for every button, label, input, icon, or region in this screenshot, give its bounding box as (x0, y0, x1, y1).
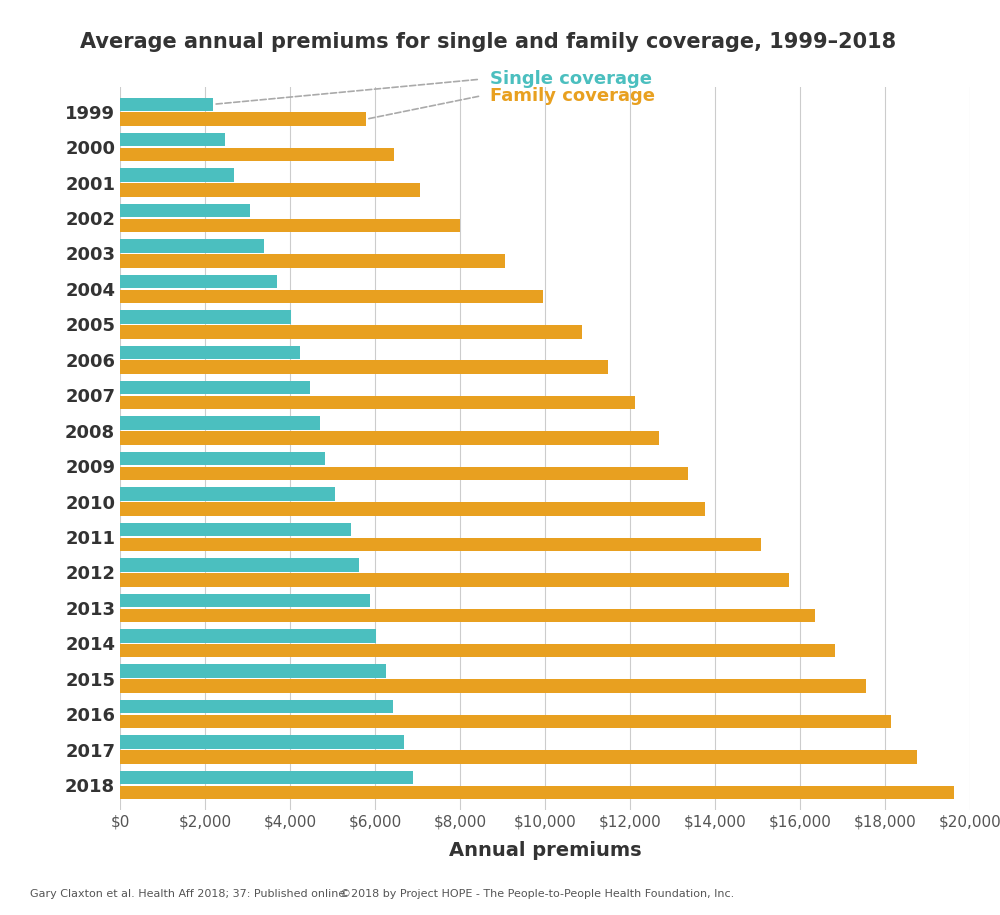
Text: Family coverage: Family coverage (490, 87, 655, 105)
Bar (120, 346, 300, 359)
Bar (120, 98, 213, 111)
Bar (120, 148, 394, 161)
Bar (120, 644, 835, 657)
Bar (120, 381, 310, 394)
X-axis label: Annual premiums: Annual premiums (449, 841, 641, 860)
Text: Average annual premiums for single and family coverage, 1999–2018: Average annual premiums for single and f… (80, 32, 896, 52)
Bar (120, 204, 250, 218)
Bar (120, 786, 954, 799)
Bar (120, 219, 460, 232)
Bar (120, 290, 543, 303)
Bar (120, 573, 789, 587)
Text: Affairs: Affairs (854, 892, 921, 910)
Bar (120, 594, 370, 607)
Bar (120, 502, 705, 516)
Bar (120, 608, 815, 622)
Bar (120, 522, 351, 536)
Bar (120, 630, 376, 642)
Bar (120, 488, 335, 501)
Text: Health: Health (854, 867, 921, 884)
Bar (120, 679, 866, 693)
Bar (120, 431, 659, 445)
Text: Single coverage: Single coverage (490, 70, 652, 88)
Bar (120, 538, 761, 551)
Bar (120, 416, 320, 430)
Bar (120, 750, 917, 764)
Bar (120, 133, 225, 146)
Text: Gary Claxton et al. Health Aff 2018; 37: Published online: Gary Claxton et al. Health Aff 2018; 37:… (30, 888, 345, 899)
Bar (120, 254, 505, 267)
Bar (120, 467, 688, 480)
Bar (120, 452, 325, 466)
Text: ©2018 by Project HOPE - The People-to-People Health Foundation, Inc.: ©2018 by Project HOPE - The People-to-Pe… (340, 888, 734, 899)
Bar (120, 715, 891, 728)
Bar (120, 183, 420, 197)
Bar (120, 168, 234, 182)
Bar (120, 113, 366, 126)
Bar (120, 736, 404, 748)
Bar (120, 310, 291, 324)
Bar (120, 664, 386, 678)
Bar (120, 558, 359, 572)
Bar (120, 361, 608, 374)
Bar (120, 240, 264, 253)
Bar (120, 700, 393, 714)
Bar (120, 325, 582, 339)
Bar (120, 396, 635, 409)
Bar (120, 274, 277, 288)
Bar (120, 770, 413, 784)
